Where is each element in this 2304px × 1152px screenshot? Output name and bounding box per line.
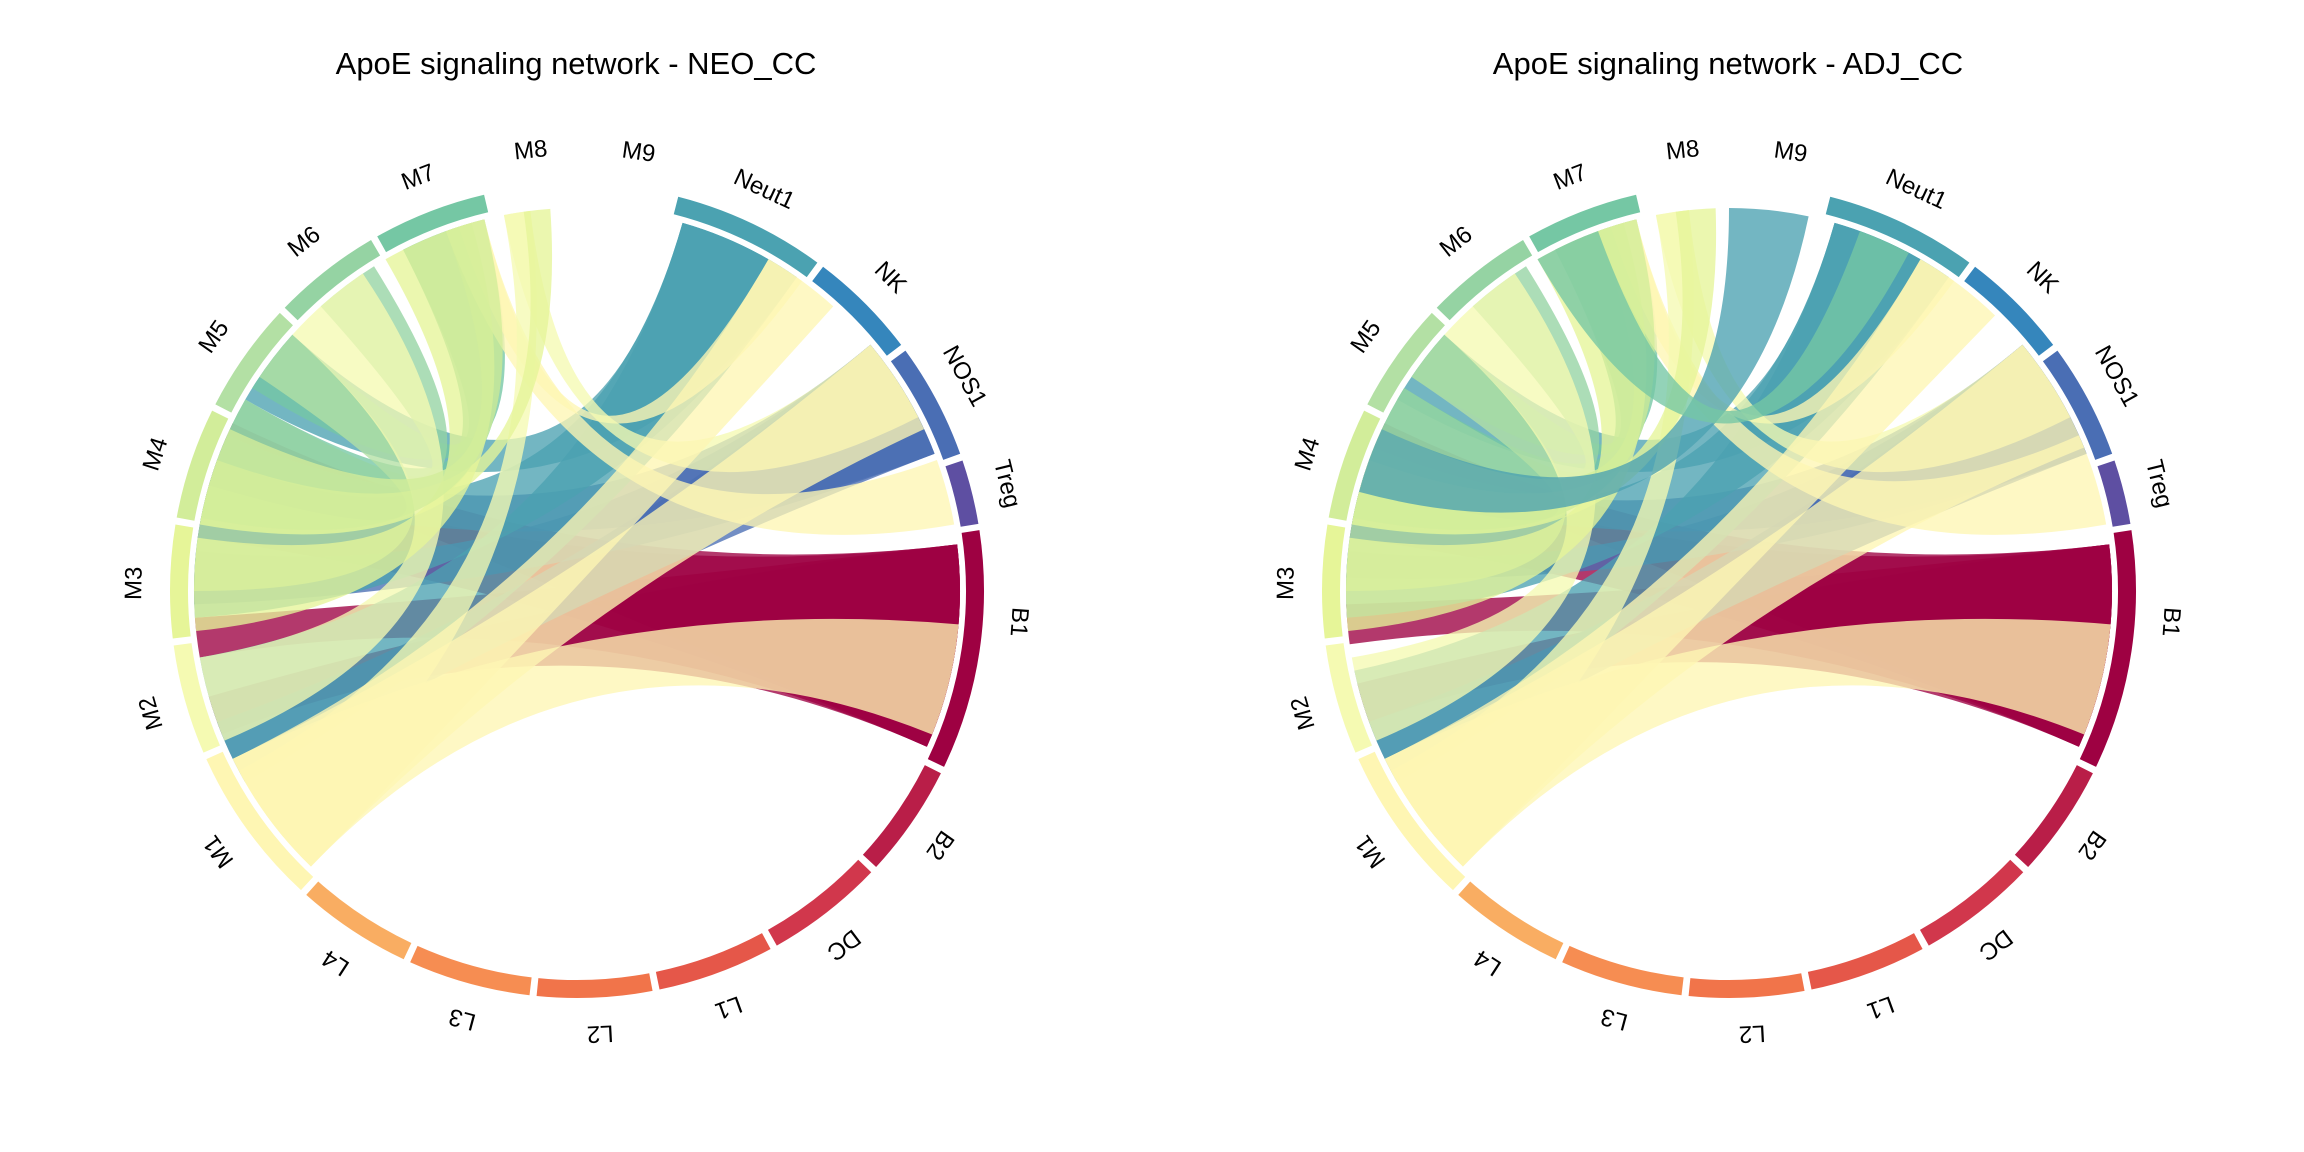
sector-arcs: B1 B2 DC L1 L2 L3 L4 M1 M2 M3 M4 M5 M6 M7 M8 M9 Neut1 NK N… (1272, 135, 2185, 1048)
sector-arc (169, 524, 194, 639)
sector-arc (1688, 973, 1805, 998)
sector-label: B2 (2073, 825, 2112, 865)
chord-ribbon (1537, 231, 1909, 424)
sector-label: L4 (317, 944, 354, 981)
sector-arc (306, 881, 412, 960)
sector-arc (1358, 751, 1466, 891)
sector-label: M1 (198, 830, 239, 873)
sector-label: M7 (398, 159, 439, 196)
sector-label: NK (869, 256, 912, 299)
sector-arcs: B1 B2 DC L1 L2 L3 L4 M1 M2 M3 M4 M5 M6 M7 M8 M9 Neut1 NK N… (120, 135, 1033, 1048)
chord-ribbon (232, 618, 959, 867)
sector-label: M7 (1550, 159, 1591, 196)
chord-ribbon (194, 222, 495, 632)
sector-label: M3 (120, 566, 148, 600)
sector-arc (2042, 350, 2113, 460)
sector-label: M5 (193, 315, 234, 358)
sector-label: M2 (1285, 693, 1320, 732)
chord-ribbon (1351, 273, 1596, 741)
sector-arc (945, 460, 979, 527)
sector-arc (1919, 859, 2024, 946)
sector-arc (173, 643, 220, 753)
sector-arc (536, 973, 653, 998)
sector-label: L1 (711, 990, 745, 1025)
sector-label: M4 (1290, 434, 1326, 474)
sector-arc (890, 350, 961, 460)
sector-arc (862, 765, 941, 868)
chord-ribbon (1384, 618, 2111, 867)
sector-arc (1529, 194, 1641, 253)
sector-arc (206, 751, 314, 891)
sector-arc (927, 530, 984, 767)
panel-title: ApoE signaling network - ADJ_CC (1492, 46, 1964, 81)
sector-label: L1 (1863, 990, 1897, 1025)
sector-label: L2 (586, 1019, 614, 1047)
sector-arc (2079, 530, 2136, 767)
sector-label: NOS1 (2089, 341, 2144, 411)
sector-label: L4 (1469, 944, 1506, 981)
sector-label: M1 (1350, 830, 1391, 873)
sector-label: L3 (1598, 1003, 1631, 1036)
sector-label: Neut1 (730, 164, 799, 216)
sector-label: L3 (446, 1003, 479, 1036)
sector-arc (673, 196, 818, 278)
sector-label: M4 (138, 434, 174, 474)
sector-label: M5 (1345, 315, 1386, 358)
sector-label: NOS1 (937, 341, 992, 411)
sector-label: B1 (2157, 606, 2186, 637)
sector-arc (1562, 945, 1684, 996)
sector-label: M8 (1665, 135, 1701, 165)
sector-label: Neut1 (1882, 164, 1951, 216)
sector-arc (1964, 266, 2054, 356)
sector-label: M9 (620, 136, 657, 167)
sector-label: M9 (1772, 136, 1809, 167)
sector-label: B1 (1005, 606, 1034, 637)
chord-diagram-adj: B1 B2 DC L1 L2 L3 L4 M1 M2 M3 M4 M5 M6 M7 M8 M9 Neut1 NK N… (1272, 135, 2185, 1048)
sector-arc (410, 945, 532, 996)
sector-arc (1328, 410, 1381, 521)
sector-label: L2 (1738, 1019, 1766, 1047)
sector-arc (2097, 460, 2131, 527)
chord-ribbon (1359, 208, 1809, 513)
sector-label: NK (2021, 256, 2064, 299)
chord-ribbons (1346, 208, 2112, 867)
sector-label: M6 (283, 221, 326, 263)
chord-ribbon (1598, 219, 2107, 535)
sector-label: M3 (1272, 566, 1300, 600)
sector-arc (812, 266, 902, 356)
panel-title: ApoE signaling network - NEO_CC (335, 46, 817, 81)
sector-arc (1458, 881, 1564, 960)
sector-arc (655, 933, 771, 990)
sector-label: B2 (921, 825, 960, 865)
sector-arc (284, 239, 381, 321)
sector-arc (767, 859, 872, 946)
sector-label: DC (822, 924, 866, 966)
chord-ribbon (199, 273, 444, 741)
chord-panel-adj: ApoE signaling network - ADJ_CC B1 B2 DC L1… (1152, 0, 2304, 1152)
sector-label: M2 (133, 693, 168, 732)
chord-ribbon (1346, 222, 1647, 632)
chord-diagram-neo: B1 B2 DC L1 L2 L3 L4 M1 M2 M3 M4 M5 M6 M7 M8 M9 Neut1 NK N… (120, 135, 1033, 1048)
sector-arc (1325, 643, 1372, 753)
sector-arc (215, 312, 293, 413)
sector-label: M6 (1435, 221, 1478, 263)
chord-ribbon (201, 219, 503, 530)
sector-label: M8 (513, 135, 549, 165)
sector-arc (1322, 524, 1346, 639)
sector-label: DC (1974, 924, 2018, 966)
sector-label: Treg (988, 457, 1026, 511)
sector-arc (377, 194, 489, 253)
sector-arc (1825, 196, 1970, 278)
sector-arc (1807, 933, 1923, 990)
sector-arc (176, 410, 229, 521)
sector-label: Treg (2140, 457, 2178, 511)
sector-arc (2014, 765, 2093, 868)
sector-arc (1436, 239, 1533, 321)
chord-ribbon (446, 219, 955, 535)
chord-panel-neo: ApoE signaling network - NEO_CC B1 B2 DC L1… (120, 46, 1033, 1048)
sector-arc (1367, 312, 1445, 413)
chord-ribbons (194, 208, 961, 867)
